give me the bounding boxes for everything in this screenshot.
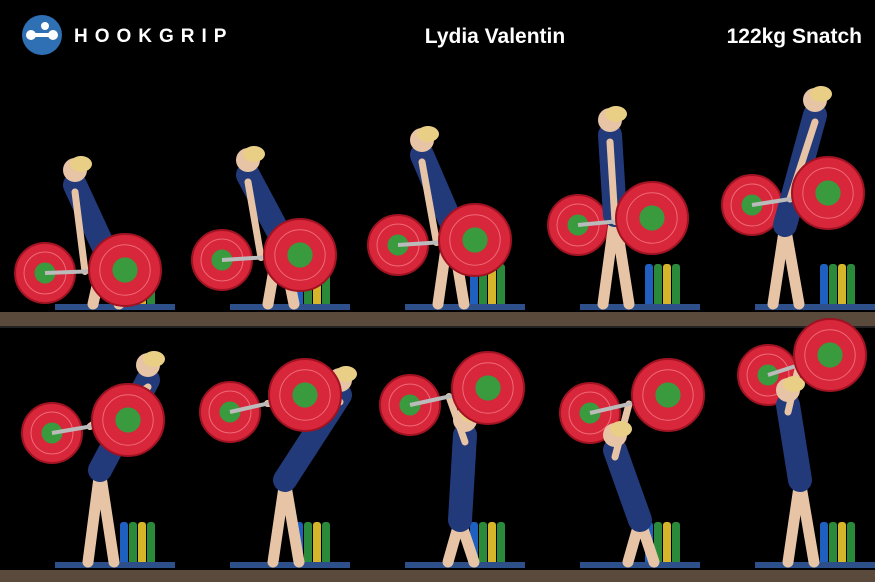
- stacked-plates: [497, 264, 505, 308]
- stacked-plates: [488, 522, 496, 566]
- plate-rack: [580, 562, 700, 568]
- stacked-plates: [497, 522, 505, 566]
- lift-title: 122kg Snatch: [727, 25, 862, 48]
- platform: [0, 570, 875, 582]
- stacked-plates: [129, 522, 137, 566]
- hair: [610, 421, 632, 437]
- plate-hub: [115, 407, 140, 432]
- torso: [788, 405, 800, 480]
- stacked-plates: [838, 264, 846, 308]
- hair: [243, 146, 265, 162]
- stacked-plates: [147, 522, 155, 566]
- torso: [460, 435, 465, 520]
- stacked-plates: [847, 522, 855, 566]
- plate-hub: [462, 227, 487, 252]
- stacked-plates: [120, 522, 128, 566]
- stacked-plates: [313, 522, 321, 566]
- stacked-plates: [304, 522, 312, 566]
- hair: [810, 86, 832, 102]
- stacked-plates: [838, 522, 846, 566]
- hair: [417, 126, 439, 142]
- photo-sequence: HOOKGRIP Lydia Valentin 122kg Snatch: [0, 0, 875, 582]
- divider: [0, 326, 875, 328]
- plate-hub: [475, 375, 500, 400]
- stacked-plates: [672, 264, 680, 308]
- stacked-plates: [820, 264, 828, 308]
- plate-hub: [112, 257, 137, 282]
- stacked-plates: [322, 522, 330, 566]
- stacked-plates: [663, 522, 671, 566]
- stacked-plates: [645, 264, 653, 308]
- plate-rack: [230, 562, 350, 568]
- stacked-plates: [138, 522, 146, 566]
- hair: [605, 106, 627, 122]
- plate-hub: [287, 242, 312, 267]
- plate-hub: [817, 342, 842, 367]
- stacked-plates: [672, 522, 680, 566]
- hair: [143, 351, 165, 367]
- logo-figure: [26, 30, 36, 40]
- arm: [610, 142, 615, 222]
- stacked-plates: [829, 264, 837, 308]
- plate-hub: [292, 382, 317, 407]
- page: HOOKGRIP Lydia Valentin 122kg Snatch (()…: [0, 0, 875, 582]
- stacked-plates: [479, 522, 487, 566]
- plate-rack: [405, 562, 525, 568]
- plate-hub: [815, 180, 840, 205]
- plate-hub: [655, 382, 680, 407]
- stacked-plates: [847, 264, 855, 308]
- logo-figure: [48, 30, 58, 40]
- logo-text: HOOKGRIP: [74, 26, 233, 47]
- stacked-plates: [663, 264, 671, 308]
- athlete-name: Lydia Valentin: [425, 25, 565, 48]
- stacked-plates: [654, 264, 662, 308]
- platform: [0, 312, 875, 326]
- hair: [70, 156, 92, 172]
- logo-figure: [41, 22, 49, 30]
- plate-hub: [639, 205, 664, 230]
- stacked-plates: [820, 522, 828, 566]
- stacked-plates: [829, 522, 837, 566]
